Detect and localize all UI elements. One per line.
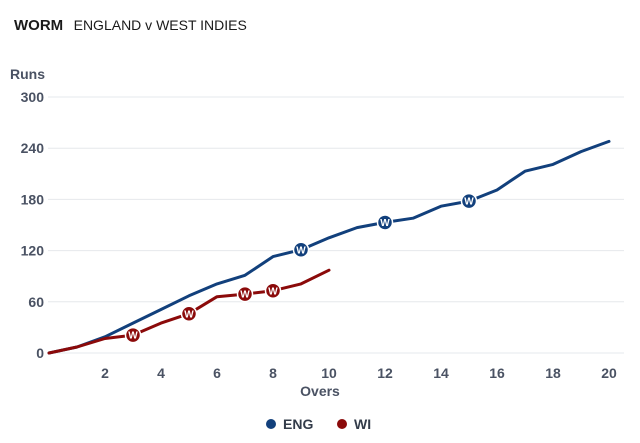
x-tick-labels: 2 4 6 8 10 12 14 16 18 20: [101, 365, 617, 381]
x-tick-label: 4: [157, 365, 165, 381]
legend-item-wi: WI: [337, 416, 371, 432]
wicket-marker-wi: W: [180, 305, 198, 322]
wicket-label: W: [184, 309, 194, 320]
wicket-markers: W W W W W W W: [124, 192, 478, 344]
wicket-circle: [124, 326, 142, 344]
wicket-marker-wi: W: [264, 282, 282, 299]
chart-subtitle: ENGLAND v WEST INDIES: [74, 17, 247, 33]
wicket-marker-eng: W: [460, 192, 478, 210]
x-tick-label: 20: [601, 365, 617, 381]
wicket-marker-eng: W: [292, 241, 310, 258]
wicket-label: W: [380, 218, 390, 229]
legend-label: ENG: [283, 416, 313, 432]
x-tick-label: 14: [433, 365, 449, 381]
y-tick-label: 60: [28, 294, 44, 310]
legend: ENG WI: [266, 416, 371, 432]
series-line-eng: [47, 139, 611, 355]
x-axis-label: Overs: [300, 383, 340, 399]
y-tick-labels: 0 60 120 180 240 300: [21, 89, 45, 361]
x-tick-label: 18: [545, 365, 561, 381]
legend-swatch: [337, 419, 347, 429]
legend-swatch: [266, 419, 276, 429]
wicket-circle: [264, 282, 282, 299]
wicket-marker-wi: W: [124, 326, 142, 344]
wicket-circle: [376, 214, 394, 231]
x-tick-label: 12: [377, 365, 393, 381]
wicket-label: W: [296, 245, 306, 256]
x-tick-label: 6: [213, 365, 221, 381]
wicket-circle: [236, 285, 254, 303]
x-tick-label: 2: [101, 365, 109, 381]
wicket-label: W: [128, 331, 138, 342]
chart-title-main: WORM: [14, 17, 63, 34]
wicket-label: W: [268, 286, 278, 297]
wicket-circle: [292, 241, 310, 258]
wicket-marker-eng: W: [376, 214, 394, 231]
legend-item-eng: ENG: [266, 416, 313, 432]
y-tick-label: 240: [21, 140, 45, 156]
y-axis-label: Runs: [10, 66, 45, 82]
y-tick-label: 180: [21, 191, 45, 207]
x-tick-label: 8: [269, 365, 277, 381]
legend-label: WI: [354, 416, 371, 432]
y-tick-label: 120: [21, 243, 45, 259]
gridlines: [48, 96, 624, 354]
wicket-circle: [460, 192, 478, 210]
y-tick-label: 0: [36, 345, 44, 361]
x-tick-label: 10: [321, 365, 337, 381]
y-tick-label: 300: [21, 89, 45, 105]
wicket-circle: [180, 305, 198, 322]
series-lines: [47, 139, 611, 355]
wicket-marker-wi: W: [236, 285, 254, 303]
chart-title: WORM ENGLAND v WEST INDIES: [14, 17, 247, 34]
wicket-label: W: [464, 197, 474, 208]
x-tick-label: 16: [489, 365, 505, 381]
wicket-label: W: [240, 290, 250, 301]
